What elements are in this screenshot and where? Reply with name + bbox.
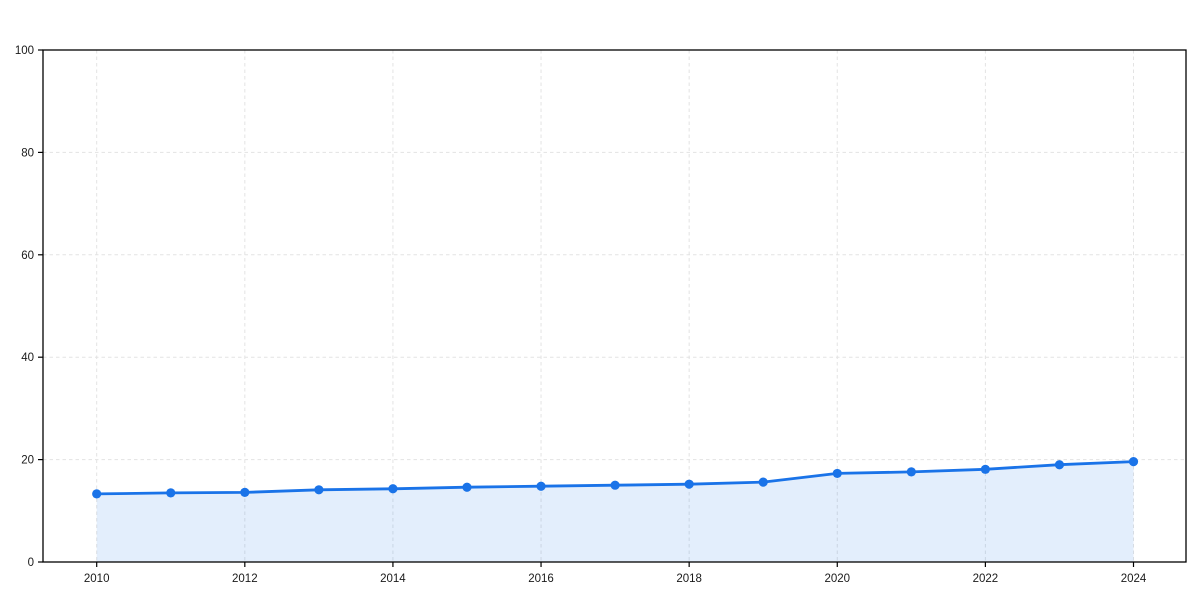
svg-text:2012: 2012	[232, 573, 258, 585]
svg-text:2018: 2018	[676, 573, 702, 585]
svg-text:2016: 2016	[528, 573, 554, 585]
svg-text:40: 40	[21, 352, 34, 364]
svg-text:2024: 2024	[1121, 573, 1147, 585]
svg-text:20: 20	[21, 455, 34, 467]
svg-text:2022: 2022	[973, 573, 999, 585]
svg-text:2020: 2020	[824, 573, 850, 585]
svg-text:60: 60	[21, 250, 34, 262]
svg-text:2010: 2010	[84, 573, 110, 585]
svg-text:100: 100	[15, 45, 34, 57]
svg-text:80: 80	[21, 147, 34, 159]
svg-text:0: 0	[28, 557, 34, 569]
svg-text:2014: 2014	[380, 573, 406, 585]
